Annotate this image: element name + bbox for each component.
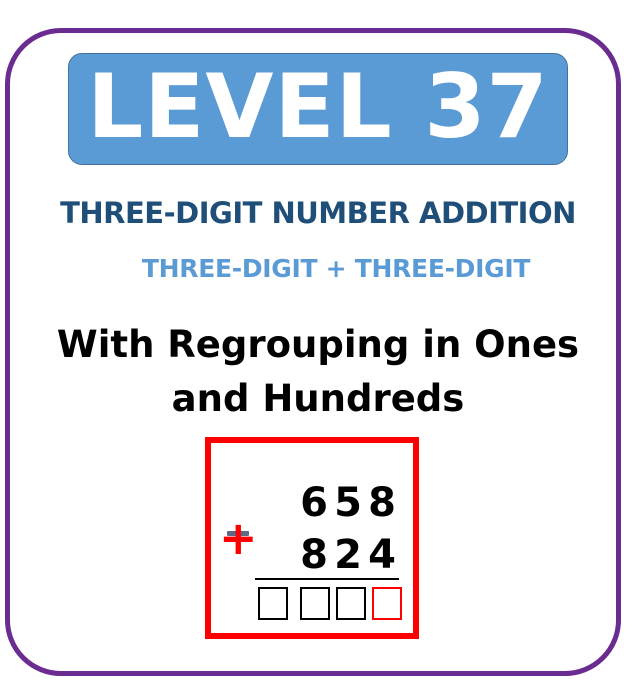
addend-top-tens: 5 [333, 483, 363, 523]
addend-bottom-tens: 2 [333, 535, 363, 575]
skill-description-line-2: and Hundreds [0, 372, 636, 426]
skill-description-line-1: With Regrouping in Ones [0, 318, 636, 372]
addend-bottom-ones: 4 [367, 535, 397, 575]
answer-box-thousands[interactable] [258, 587, 288, 620]
sum-line [255, 578, 399, 580]
topic-title: THREE-DIGIT NUMBER ADDITION [0, 196, 636, 230]
addend-top-ones: 8 [367, 483, 397, 523]
answer-box-ones[interactable] [372, 587, 402, 620]
skill-description: With Regrouping in Ones and Hundreds [0, 318, 636, 426]
level-banner: LEVEL 37 [68, 53, 568, 165]
answer-box-tens[interactable] [336, 587, 366, 620]
addend-top: 6 5 8 [299, 483, 397, 523]
addend-bottom: 8 2 4 [299, 535, 397, 575]
topic-subtitle: THREE-DIGIT + THREE-DIGIT [18, 254, 636, 283]
addend-bottom-hundreds: 8 [299, 535, 329, 575]
answer-row [258, 587, 402, 620]
plus-icon: + [219, 515, 258, 561]
answer-box-hundreds[interactable] [300, 587, 330, 620]
addend-top-hundreds: 6 [299, 483, 329, 523]
addition-problem: 6 5 8 + 8 2 4 [205, 437, 419, 639]
level-title: LEVEL 37 [87, 63, 549, 151]
